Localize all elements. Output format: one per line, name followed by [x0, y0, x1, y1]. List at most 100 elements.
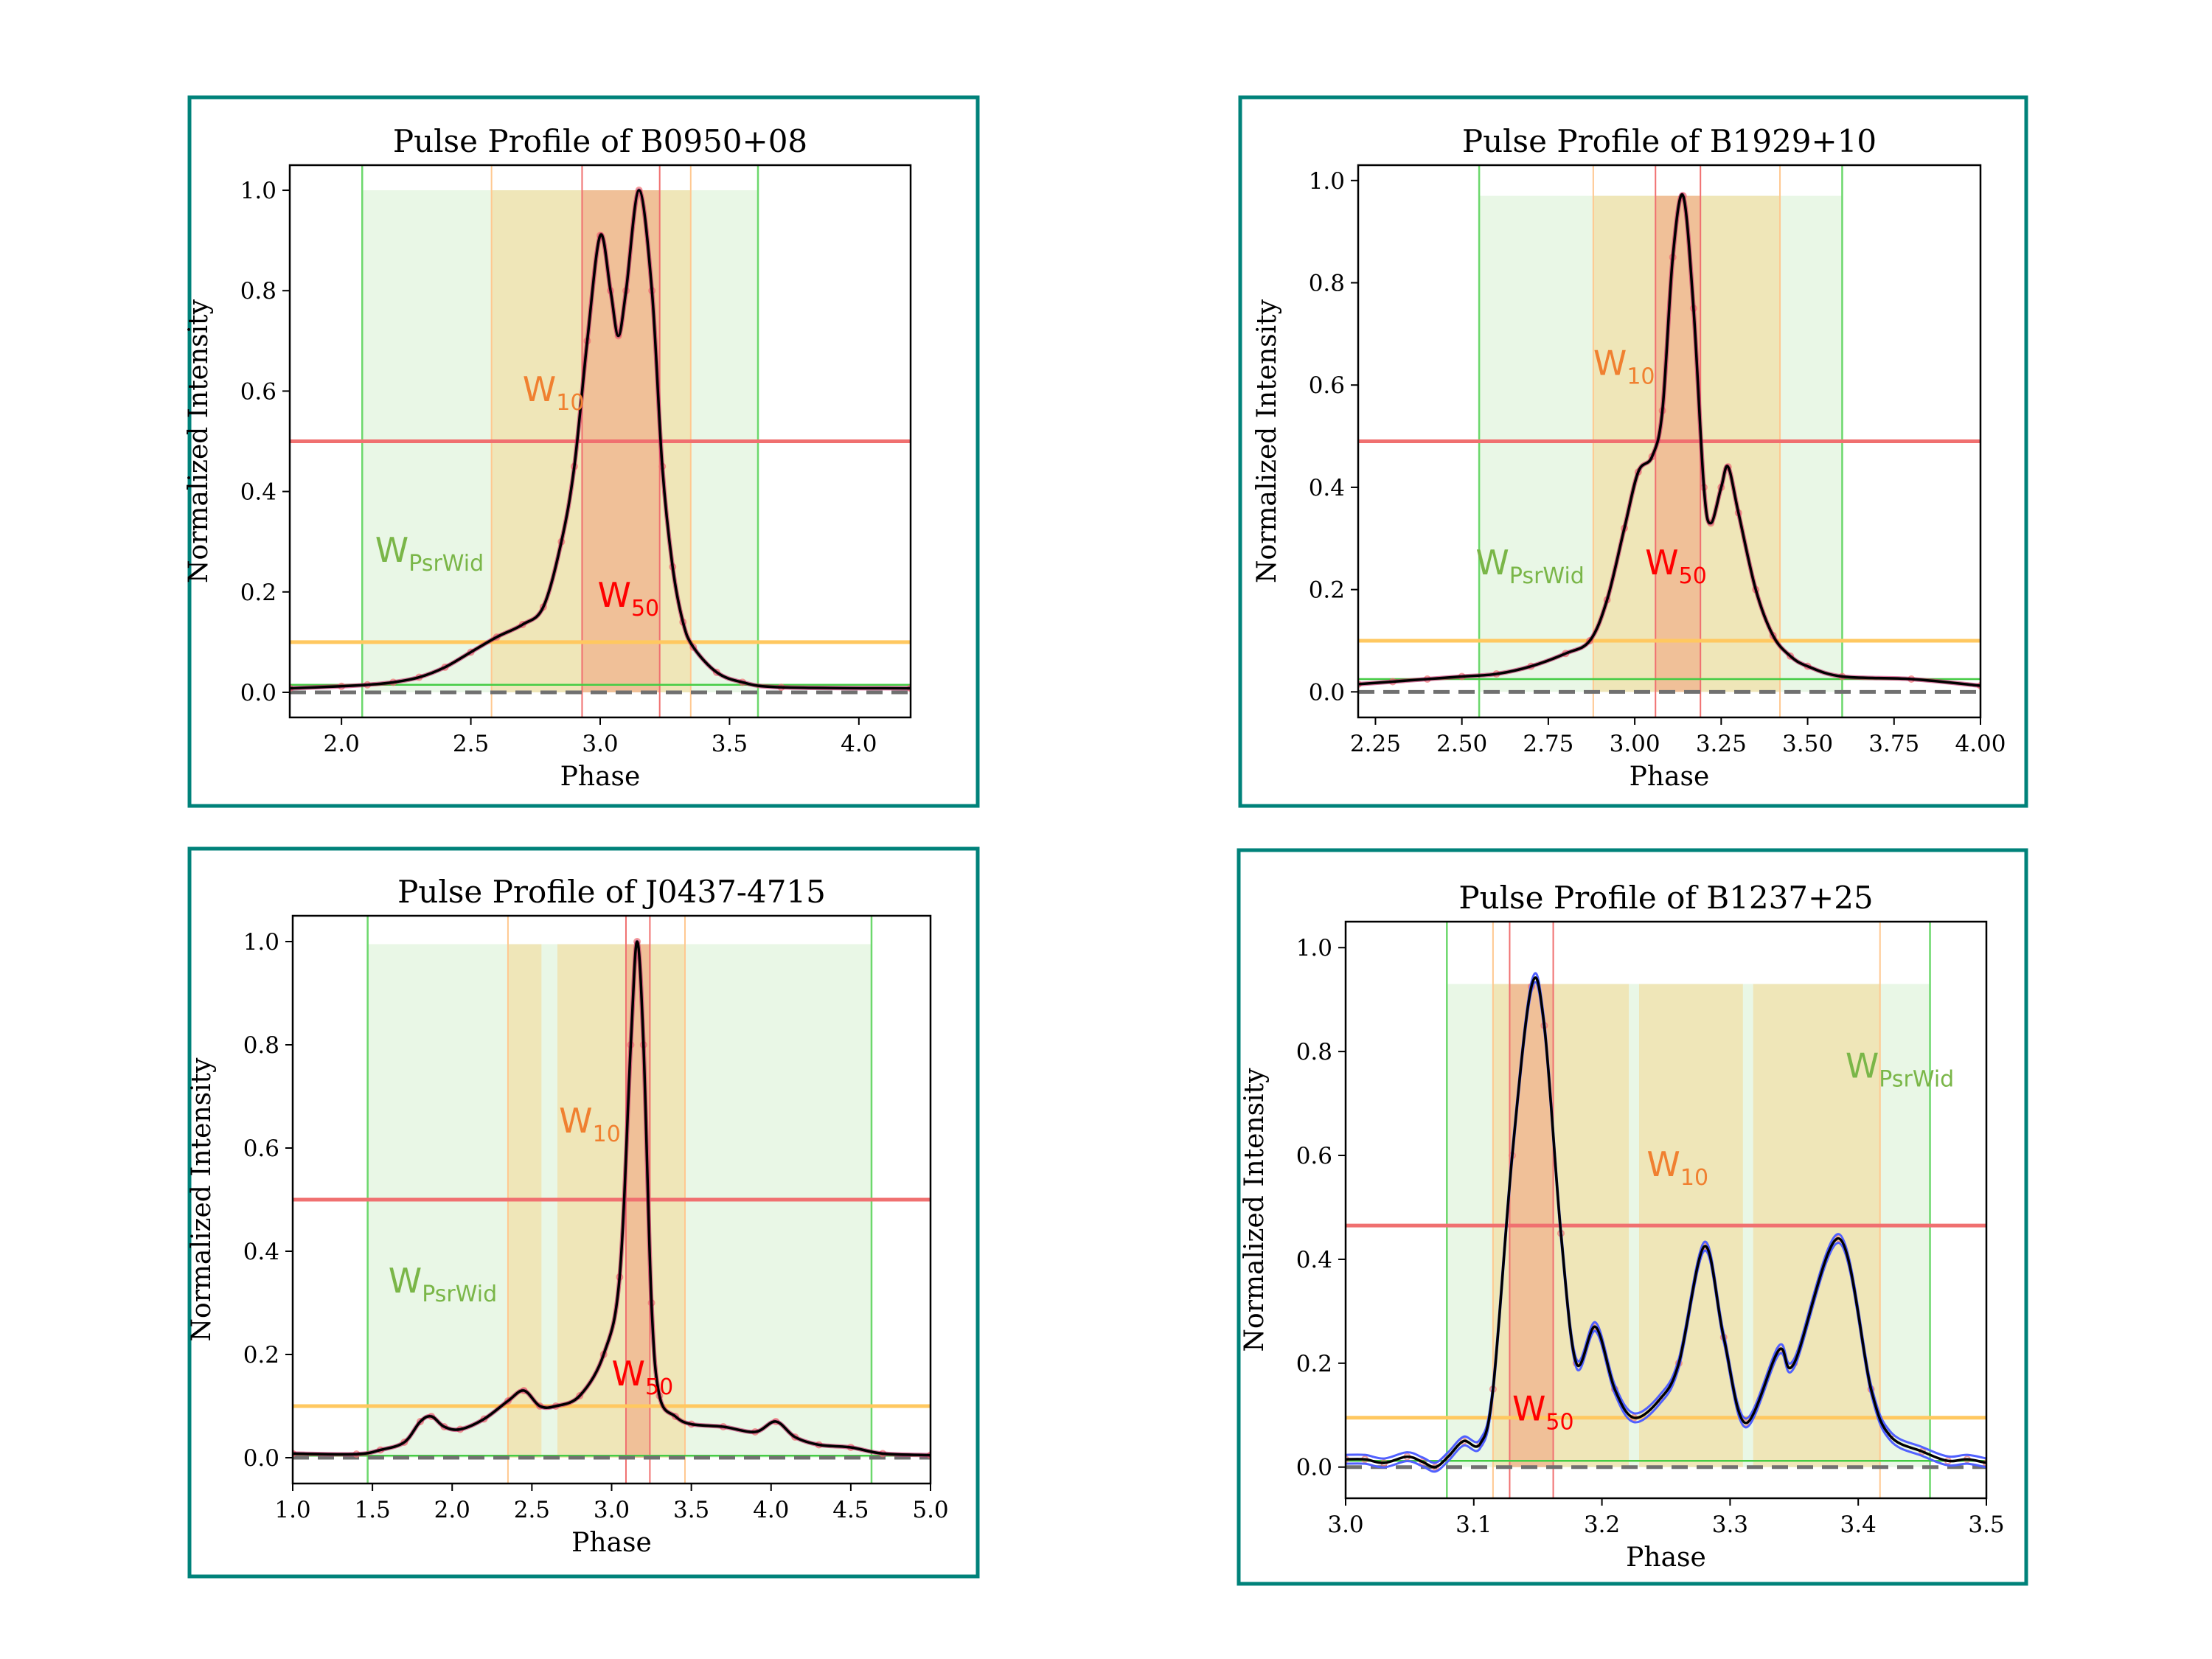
label-main: W	[523, 369, 556, 409]
x-tick-label: 3.2	[1584, 1512, 1620, 1538]
axes-frame	[1344, 920, 1988, 1500]
y-tick-label: 0.4	[243, 1239, 279, 1265]
label-subscript: 10	[1680, 1165, 1708, 1191]
y-tick-label: 0.2	[243, 1342, 279, 1368]
y-tick-label: 0.8	[240, 278, 276, 305]
axes-frame	[1357, 164, 1982, 719]
y-tick-label: 0.2	[240, 580, 276, 606]
x-tick-label: 3.1	[1455, 1512, 1492, 1538]
y-tick-label: 0.4	[1309, 475, 1345, 501]
label-subscript: 10	[593, 1121, 621, 1147]
x-tick-label: 3.5	[712, 731, 748, 757]
x-tick-label: 2.0	[434, 1497, 470, 1523]
y-tick-label: 0.2	[1309, 577, 1345, 604]
x-tick-label: 3.0	[1327, 1512, 1363, 1538]
label-main: W	[1646, 1144, 1680, 1184]
x-tick-label: 3.0	[594, 1497, 630, 1523]
x-tick-label: 2.5	[453, 731, 489, 757]
profile-line	[1358, 193, 1980, 687]
psrwid-label: WPsrWid	[389, 1261, 497, 1307]
x-tick-label: 3.5	[1968, 1512, 2004, 1538]
y-axis-label: Normalized Intensity	[187, 1057, 217, 1342]
w10-label: W10	[1593, 343, 1655, 389]
label-subscript: PsrWid	[422, 1281, 497, 1307]
label-main: W	[1846, 1046, 1879, 1085]
y-axis-label: Normalized Intensity	[184, 299, 214, 583]
label-main: W	[1645, 543, 1678, 582]
w10-label: W10	[1646, 1144, 1708, 1191]
label-subscript: 10	[556, 390, 584, 416]
y-tick-label: 0.6	[1296, 1143, 1332, 1169]
x-tick-label: 4.00	[1955, 731, 2006, 757]
w50-label: W50	[597, 575, 659, 622]
w50-band	[1655, 195, 1701, 692]
profile-line	[290, 189, 911, 690]
x-tick-label: 2.5	[514, 1497, 550, 1523]
profile-line	[1346, 976, 1986, 1469]
x-tick-label: 3.0	[582, 731, 618, 757]
y-tick-label: 0.0	[243, 1445, 279, 1472]
x-tick-label: 2.25	[1350, 731, 1401, 757]
x-tick-label: 3.25	[1696, 731, 1747, 757]
plot-area	[293, 916, 931, 1484]
label-main: W	[559, 1101, 592, 1141]
panel-frame	[187, 95, 980, 808]
label-subscript: 50	[1545, 1409, 1573, 1435]
chart-title: Pulse Profile of J0437-4715	[397, 874, 826, 910]
x-tick-label: 5.0	[912, 1497, 948, 1523]
y-tick-label: 0.2	[1296, 1351, 1332, 1377]
label-subscript: 50	[1679, 563, 1707, 589]
y-tick-label: 0.6	[1309, 372, 1345, 399]
y-tick-label: 0.4	[240, 479, 276, 506]
label-main: W	[1512, 1388, 1545, 1428]
w50-label: W50	[1512, 1388, 1574, 1435]
w50-label: W50	[1645, 543, 1707, 589]
y-tick-label: 0.8	[1309, 271, 1345, 297]
label-main: W	[612, 1354, 645, 1394]
y-tick-label: 0.0	[1296, 1455, 1332, 1481]
x-tick-label: 2.50	[1436, 731, 1487, 757]
panel-frame	[187, 846, 980, 1579]
y-tick-label: 0.4	[1296, 1247, 1332, 1273]
x-tick-label: 3.00	[1610, 731, 1660, 757]
x-tick-label: 3.3	[1712, 1512, 1748, 1538]
x-axis-label: Phase	[1626, 1543, 1706, 1573]
label-main: W	[375, 530, 408, 570]
plot-area	[1346, 922, 1986, 1498]
x-tick-label: 4.0	[841, 731, 877, 757]
y-tick-label: 0.8	[243, 1032, 279, 1059]
y-axis-label: Normalized Intensity	[1252, 299, 1282, 583]
label-main: W	[389, 1261, 422, 1301]
chart-title: Pulse Profile of B1929+10	[1462, 123, 1877, 159]
y-tick-label: 1.0	[240, 178, 276, 204]
psrwid-label: WPsrWid	[1475, 543, 1584, 589]
x-tick-label: 3.50	[1782, 731, 1833, 757]
x-tick-label: 4.5	[832, 1497, 869, 1523]
x-axis-label: Phase	[1630, 762, 1710, 792]
x-tick-label: 4.0	[753, 1497, 789, 1523]
x-tick-label: 3.75	[1868, 731, 1919, 757]
y-axis-label: Normalized Intensity	[1239, 1068, 1270, 1352]
w50-label: W50	[612, 1354, 674, 1400]
plot-area	[290, 165, 911, 717]
profile-line	[293, 940, 931, 1457]
w10-label: W10	[523, 369, 585, 416]
label-subscript: 10	[1627, 364, 1655, 389]
y-tick-label: 1.0	[1309, 168, 1345, 195]
psrwid-label: WPsrWid	[375, 530, 484, 577]
label-main: W	[1475, 543, 1509, 582]
panel-frame	[1237, 848, 2028, 1586]
y-tick-label: 0.6	[243, 1135, 279, 1162]
x-axis-label: Phase	[571, 1528, 652, 1558]
label-main: W	[597, 575, 630, 615]
label-subscript: PsrWid	[408, 551, 484, 577]
label-subscript: 50	[645, 1374, 673, 1400]
label-subscript: PsrWid	[1879, 1066, 1954, 1092]
lower-envelope-line	[1346, 981, 1986, 1473]
chart-title: Pulse Profile of B0950+08	[393, 123, 807, 159]
